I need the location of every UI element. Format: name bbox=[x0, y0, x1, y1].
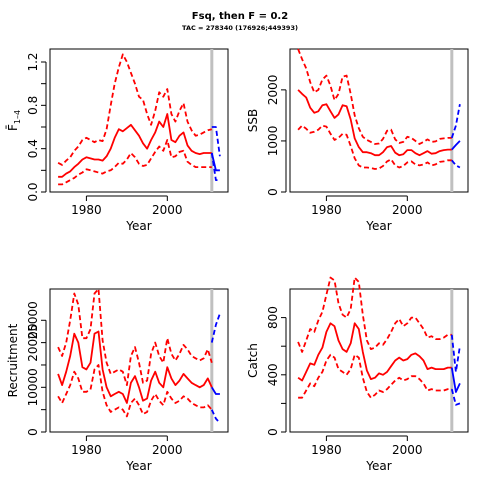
catch-historic-lower-ci bbox=[298, 353, 452, 399]
catch-historic-upper-ci bbox=[297, 276, 452, 353]
catch-x-tick-label: 1980 bbox=[311, 443, 342, 457]
recruitment-y-tick-label: 0 bbox=[26, 428, 40, 436]
ssb-y-tick-label: 1000 bbox=[266, 126, 280, 157]
fbar-historic-upper-ci bbox=[57, 53, 213, 166]
recruitment-x-tick-label: 1980 bbox=[71, 443, 102, 457]
fbar-y-axis-label: F̄1–4 bbox=[6, 110, 22, 131]
fbar-y-tick-label: 1.2 bbox=[26, 52, 40, 71]
fbar-y-tick-label: 0.0 bbox=[26, 182, 40, 201]
ssb-x-tick-label: 2000 bbox=[392, 203, 423, 217]
ssb-projection-lower-ci bbox=[451, 159, 461, 169]
fbar-y-tick-label: 0.4 bbox=[26, 139, 40, 158]
ssb-x-axis-label: Year bbox=[365, 219, 391, 233]
ssb-projection-upper-ci bbox=[450, 104, 461, 139]
recruitment-historic-upper-ci bbox=[57, 288, 213, 387]
y-axis-label-main: F̄ bbox=[6, 124, 20, 131]
figure-subtitle: TAC = 278340 (176926;449393) bbox=[182, 24, 298, 32]
recruitment-plot-frame bbox=[49, 288, 229, 433]
ssb-projection-estimate bbox=[451, 140, 461, 151]
ssb-x-tick-label: 1980 bbox=[311, 203, 342, 217]
recruitment-y-axis-label: Recruitment bbox=[6, 323, 20, 397]
catch-projection-lower-ci bbox=[450, 388, 461, 406]
recruitment-y-tick-label: 10000 bbox=[26, 368, 40, 406]
fbar-plot-frame bbox=[49, 48, 229, 193]
fbar-historic-lower-ci bbox=[58, 139, 212, 186]
catch-historic-estimate bbox=[297, 322, 452, 382]
ssb-historic-lower-ci bbox=[297, 124, 452, 170]
catch-plot-frame bbox=[289, 288, 469, 433]
fbar-y-tick-label: 0.8 bbox=[26, 96, 40, 115]
ssb-y-tick-label: 0 bbox=[266, 188, 280, 196]
fbar-projection-estimate bbox=[210, 152, 220, 172]
y-axis-label-subscript: 1–4 bbox=[13, 110, 22, 124]
recruitment-historic-lower-ci bbox=[57, 364, 213, 418]
ssb-plot-frame bbox=[289, 48, 469, 193]
fbar-historic-estimate bbox=[58, 113, 212, 178]
recruitment-projection-estimate bbox=[211, 386, 220, 395]
recruitment-x-axis-label: Year bbox=[125, 459, 151, 473]
figure-title: Fsq, then F = 0.2 bbox=[191, 11, 289, 22]
catch-projection-upper-ci bbox=[450, 334, 461, 373]
recruitment-projection-lower-ci bbox=[210, 409, 221, 424]
ssb-y-axis-label: SSB bbox=[246, 109, 260, 132]
ssb-historic-estimate bbox=[297, 89, 452, 157]
catch-projection-estimate bbox=[450, 367, 461, 393]
fbar-x-tick-label: 1980 bbox=[71, 203, 102, 217]
fbar-projection-upper-ci bbox=[211, 126, 221, 157]
catch-x-tick-label: 2000 bbox=[392, 443, 423, 457]
ssb-y-tick-label: 2000 bbox=[266, 75, 280, 106]
catch-y-tick-label: 400 bbox=[266, 363, 280, 386]
recruitment-y-tick-label: 25000 bbox=[26, 301, 40, 339]
fbar-x-axis-label: Year bbox=[125, 219, 151, 233]
catch-x-axis-label: Year bbox=[365, 459, 391, 473]
fbar-x-tick-label: 2000 bbox=[152, 203, 183, 217]
recruitment-historic-estimate bbox=[57, 330, 213, 404]
recruitment-x-tick-label: 2000 bbox=[152, 443, 183, 457]
recruitment-y-tick-label: 20000 bbox=[26, 324, 40, 362]
catch-y-tick-label: 800 bbox=[266, 306, 280, 329]
recruitment-projection-upper-ci bbox=[210, 313, 221, 343]
catch-y-tick-label: 0 bbox=[266, 428, 280, 436]
catch-y-axis-label: Catch bbox=[246, 343, 260, 378]
ssb-historic-upper-ci bbox=[297, 48, 452, 145]
